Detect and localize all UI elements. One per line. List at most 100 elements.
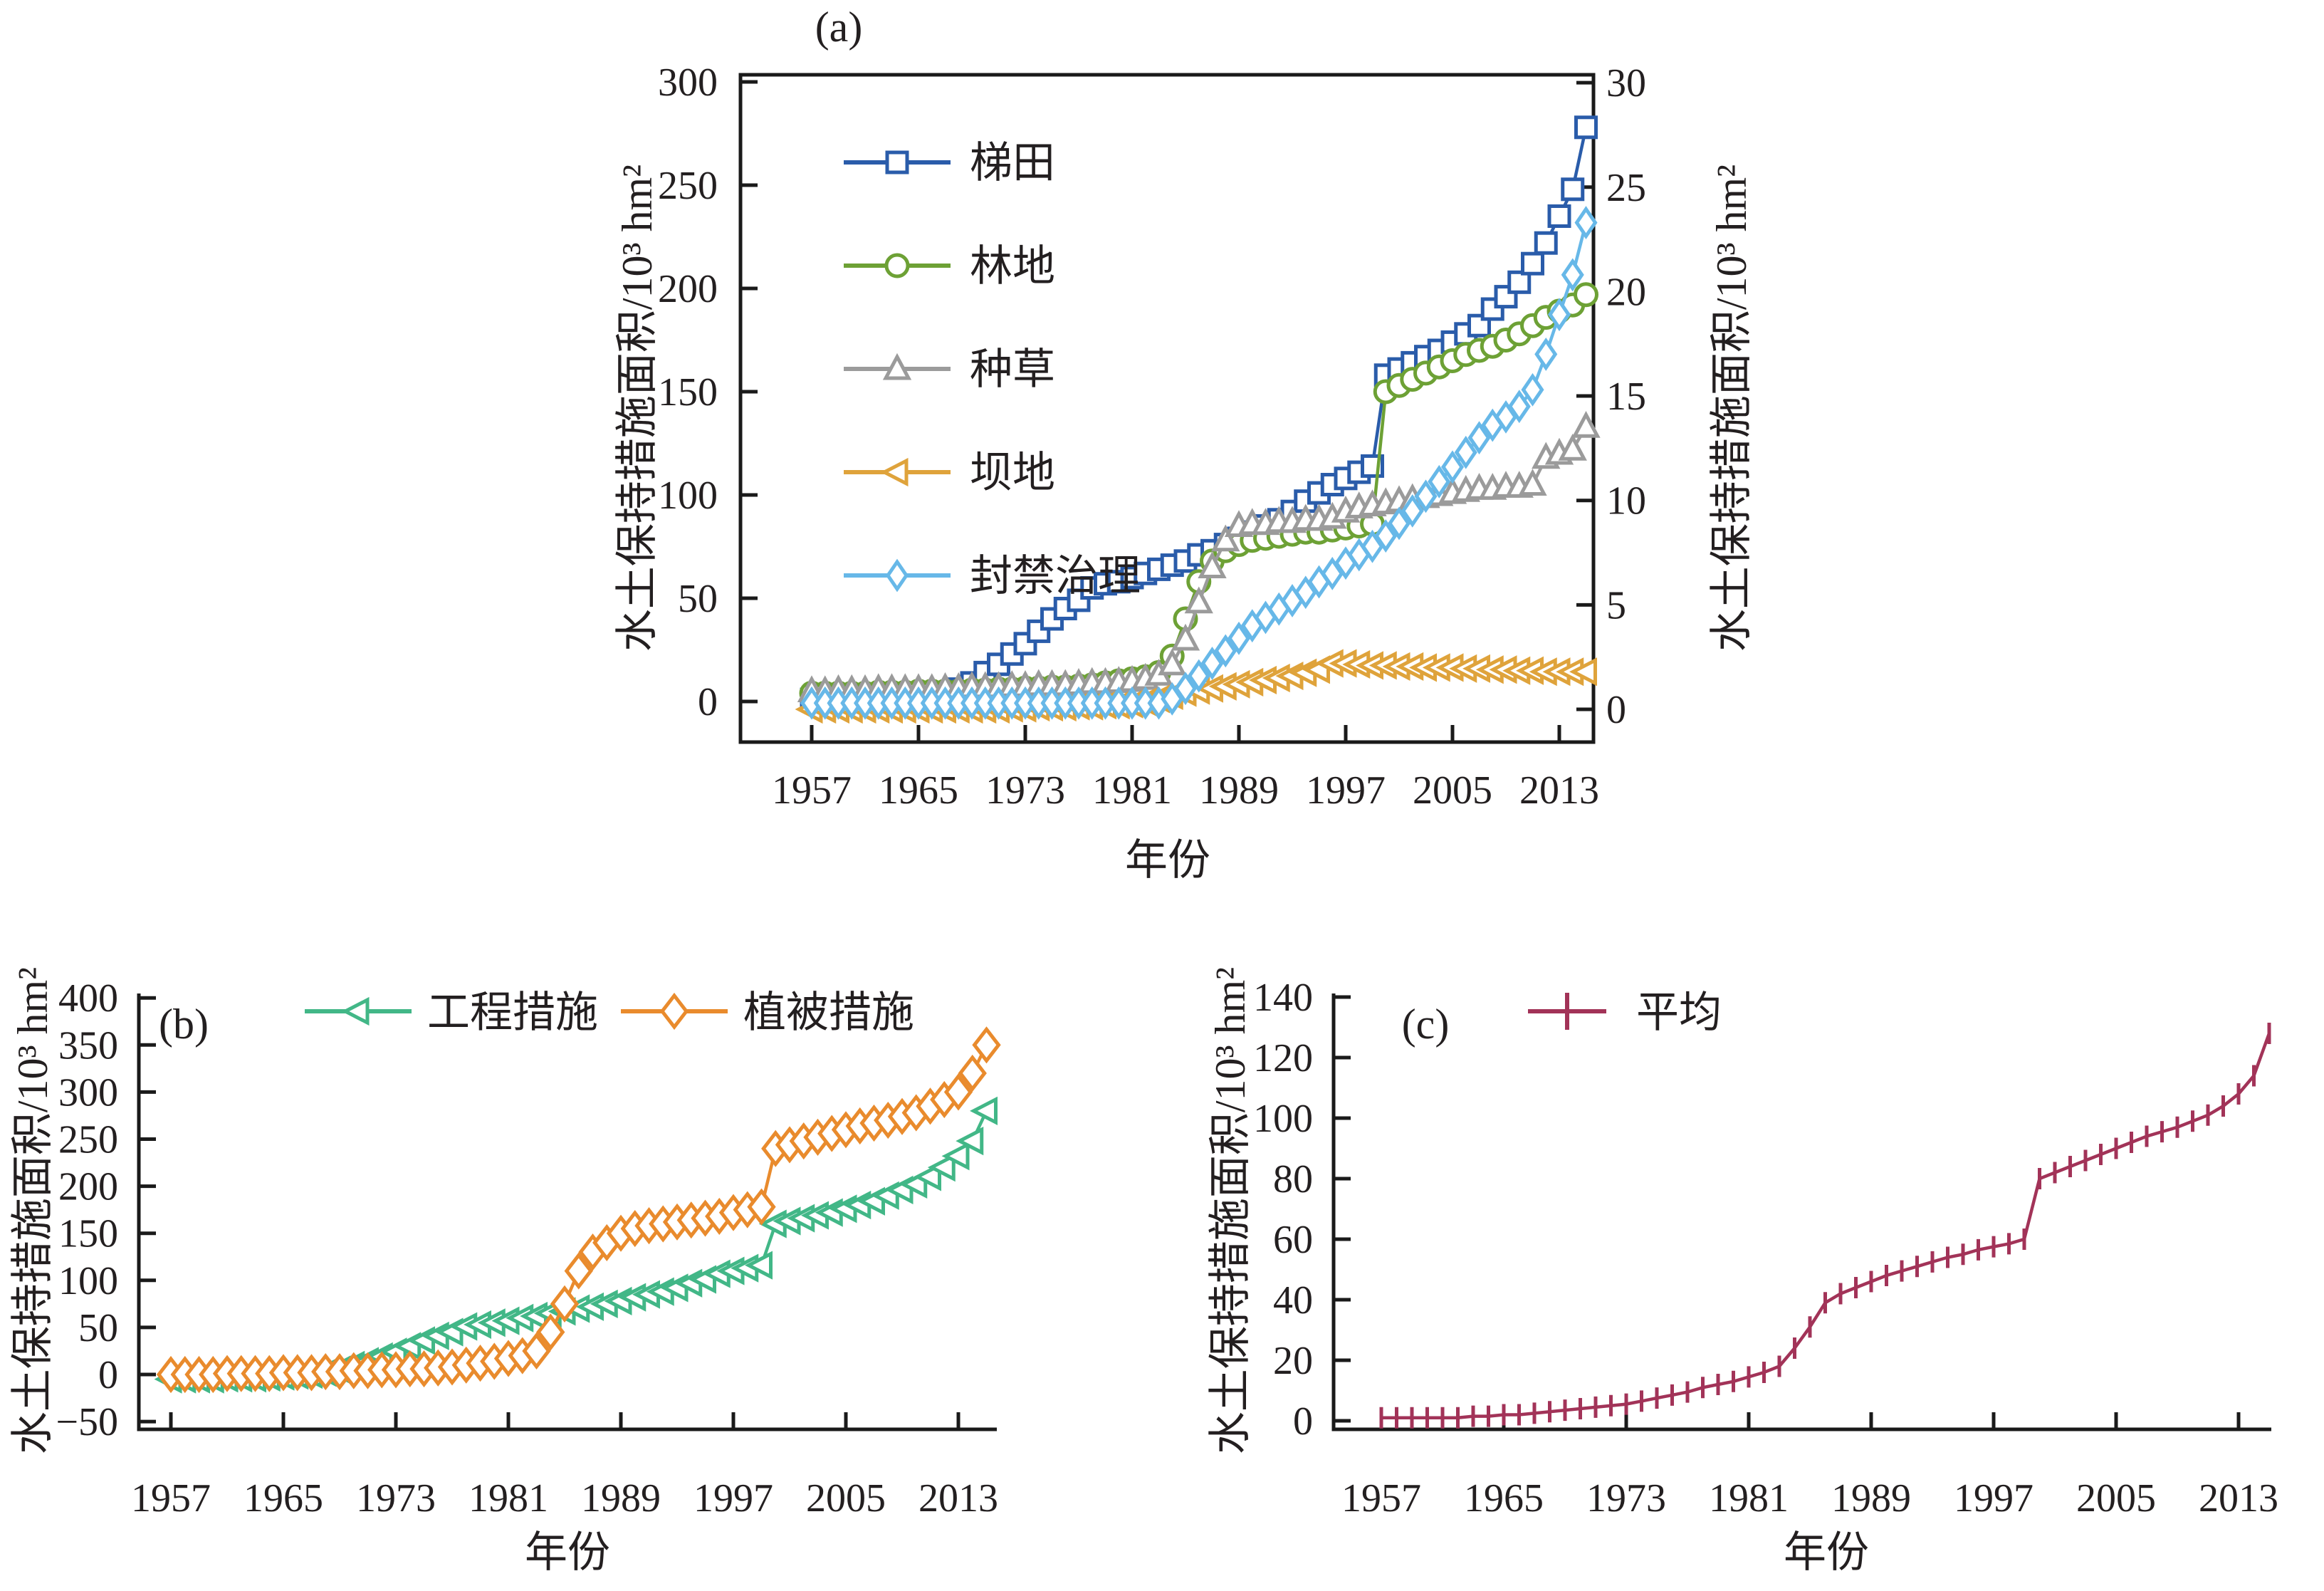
diamond-marker-icon [1401, 494, 1424, 528]
legend-item-engineering: 工程措施 [305, 989, 598, 1036]
x-tick-label: 1989 [1831, 1476, 1911, 1520]
diamond-marker-icon [1440, 450, 1465, 484]
diamond-b-marker-icon [536, 1313, 565, 1351]
legend-item-grass: 种草 [844, 346, 1055, 393]
x-tick-label: 1997 [1306, 768, 1386, 813]
diamond-marker-icon [885, 558, 909, 593]
diamond-marker-icon [1574, 206, 1598, 240]
series-closure [800, 206, 1598, 720]
panel-label: (a) [815, 4, 863, 51]
triangle-left-marker-icon [745, 1251, 773, 1280]
legend-item-vegetation: 植被措施 [621, 989, 914, 1036]
triangle-up-marker-icon [1171, 623, 1200, 651]
diamond-marker-icon [1187, 659, 1210, 693]
triangle-up-marker-icon [882, 353, 912, 380]
y-tick-label: 400 [58, 976, 118, 1021]
y-axis-title-right: 水土保持措施面积/10³ hm² [1708, 165, 1755, 652]
chart-a: 1957 1965 1973 1981 1989 1997 2005 201305010015… [614, 4, 1755, 884]
y-tick-label: 250 [658, 164, 718, 208]
y-tick-label: 5 [1606, 583, 1626, 627]
y-axis-right: 0 5 10 15 20 25 30 [1576, 61, 1646, 732]
x-tick-label: 1973 [985, 768, 1065, 813]
triangle-up-marker-icon [1211, 524, 1240, 552]
legend-item-average: 平均 [1528, 989, 1722, 1036]
diamond-marker-icon [1227, 621, 1251, 655]
legend-label: 林地 [970, 243, 1055, 290]
diamond-marker-icon [1200, 647, 1224, 680]
triangle-left-marker-icon [880, 457, 909, 487]
x-axis-title: 年份 [525, 1529, 610, 1576]
square-marker-icon [1574, 115, 1598, 140]
x-axis: 1957 1965 1973 1981 1989 1997 2005 2013 [772, 725, 1599, 813]
triangle-up-marker-icon [1184, 586, 1213, 614]
chart-c: 1957 1965 1973 1981 1989 1997 2005 2013 0 20 40 60 8… [1207, 967, 2278, 1576]
diamond-b-marker-icon [659, 992, 689, 1031]
legend-label: 坝地 [970, 449, 1055, 496]
y-tick-label: 60 [1273, 1218, 1313, 1262]
y-tick-label: 20 [1273, 1339, 1313, 1383]
legend-item-closure: 封禁治理 [844, 553, 1141, 600]
triangle-left-marker-icon [941, 1142, 970, 1171]
circle-marker-icon [884, 253, 910, 278]
y-tick-label: 300 [58, 1070, 118, 1115]
legend-label: 平均 [1636, 989, 1722, 1036]
x-tick-label: 1981 [469, 1476, 548, 1520]
square-marker-icon [1547, 204, 1571, 228]
diamond-b-marker-icon [522, 1332, 551, 1370]
y-tick-label: 100 [1253, 1097, 1313, 1141]
square-marker-icon [1507, 270, 1532, 294]
triangle-up-marker-icon [1198, 551, 1227, 578]
series-vegetation [156, 1026, 1001, 1394]
legend: 工程措施 植被措施 [305, 989, 914, 1036]
x-tick-label: 1997 [1954, 1476, 2034, 1520]
diamond-b-marker-icon [943, 1073, 973, 1111]
y-axis-title-left: 水土保持措施面积/10³ hm² [1207, 967, 1254, 1454]
x-axis-title: 年份 [1125, 837, 1210, 884]
triangle-left-marker-icon [914, 1162, 941, 1191]
y-axis-left: 0 50 100 150 200 250 300 [658, 61, 758, 724]
x-axis-title: 年份 [1784, 1529, 1869, 1576]
panel-label: (b) [159, 1001, 209, 1048]
y-tick-label: 100 [658, 474, 718, 518]
diamond-b-marker-icon [747, 1188, 776, 1226]
y-tick-label: 0 [698, 680, 718, 724]
chart-b: 1957 1965 1973 1981 1989 1997 2005 2013 −5005010… [9, 967, 1001, 1576]
y-axis-left: 0 20 40 60 80 100 120 140 [1253, 976, 1351, 1444]
legend-label: 工程措施 [427, 989, 598, 1036]
diamond-marker-icon [1521, 372, 1544, 407]
series-line [812, 127, 1588, 701]
diamond-marker-icon [1467, 421, 1491, 455]
y-tick-label: 140 [1253, 976, 1313, 1020]
square-marker-icon [1521, 251, 1544, 276]
square-marker-icon [1561, 177, 1585, 202]
y-tick-label: 250 [58, 1118, 118, 1162]
square-marker-icon [1494, 285, 1518, 309]
triangle-left-marker-icon [956, 1127, 984, 1156]
x-tick-label: 1981 [1092, 768, 1172, 813]
y-tick-label: 25 [1606, 166, 1646, 210]
y-tick-label: 0 [98, 1353, 118, 1397]
legend-label: 植被措施 [743, 989, 914, 1036]
y-tick-label: 15 [1606, 375, 1646, 419]
diamond-b-marker-icon [972, 1026, 1001, 1064]
diamond-b-marker-icon [958, 1054, 987, 1092]
triangle-up-marker-icon [1158, 648, 1187, 676]
x-tick-label: 1965 [244, 1476, 323, 1520]
x-tick-label: 2013 [918, 1476, 998, 1520]
x-axis: 1957 1965 1973 1981 1989 1997 2005 2013 [131, 1412, 998, 1520]
y-tick-label: 30 [1606, 61, 1646, 105]
series-average [1379, 1023, 2271, 1429]
legend-item-terrace: 梯田 [844, 140, 1055, 187]
y-tick-label: −50 [56, 1400, 118, 1444]
legend-label: 梯田 [970, 140, 1055, 187]
y-tick-label: 100 [58, 1259, 118, 1303]
y-tick-label: 0 [1293, 1399, 1313, 1444]
x-tick-label: 1989 [1199, 768, 1279, 813]
diamond-marker-icon [1428, 464, 1451, 499]
y-tick-label: 80 [1273, 1157, 1313, 1201]
diamond-marker-icon [1534, 337, 1558, 371]
triangle-up-marker-icon [1518, 469, 1547, 496]
diamond-marker-icon [1507, 390, 1531, 424]
